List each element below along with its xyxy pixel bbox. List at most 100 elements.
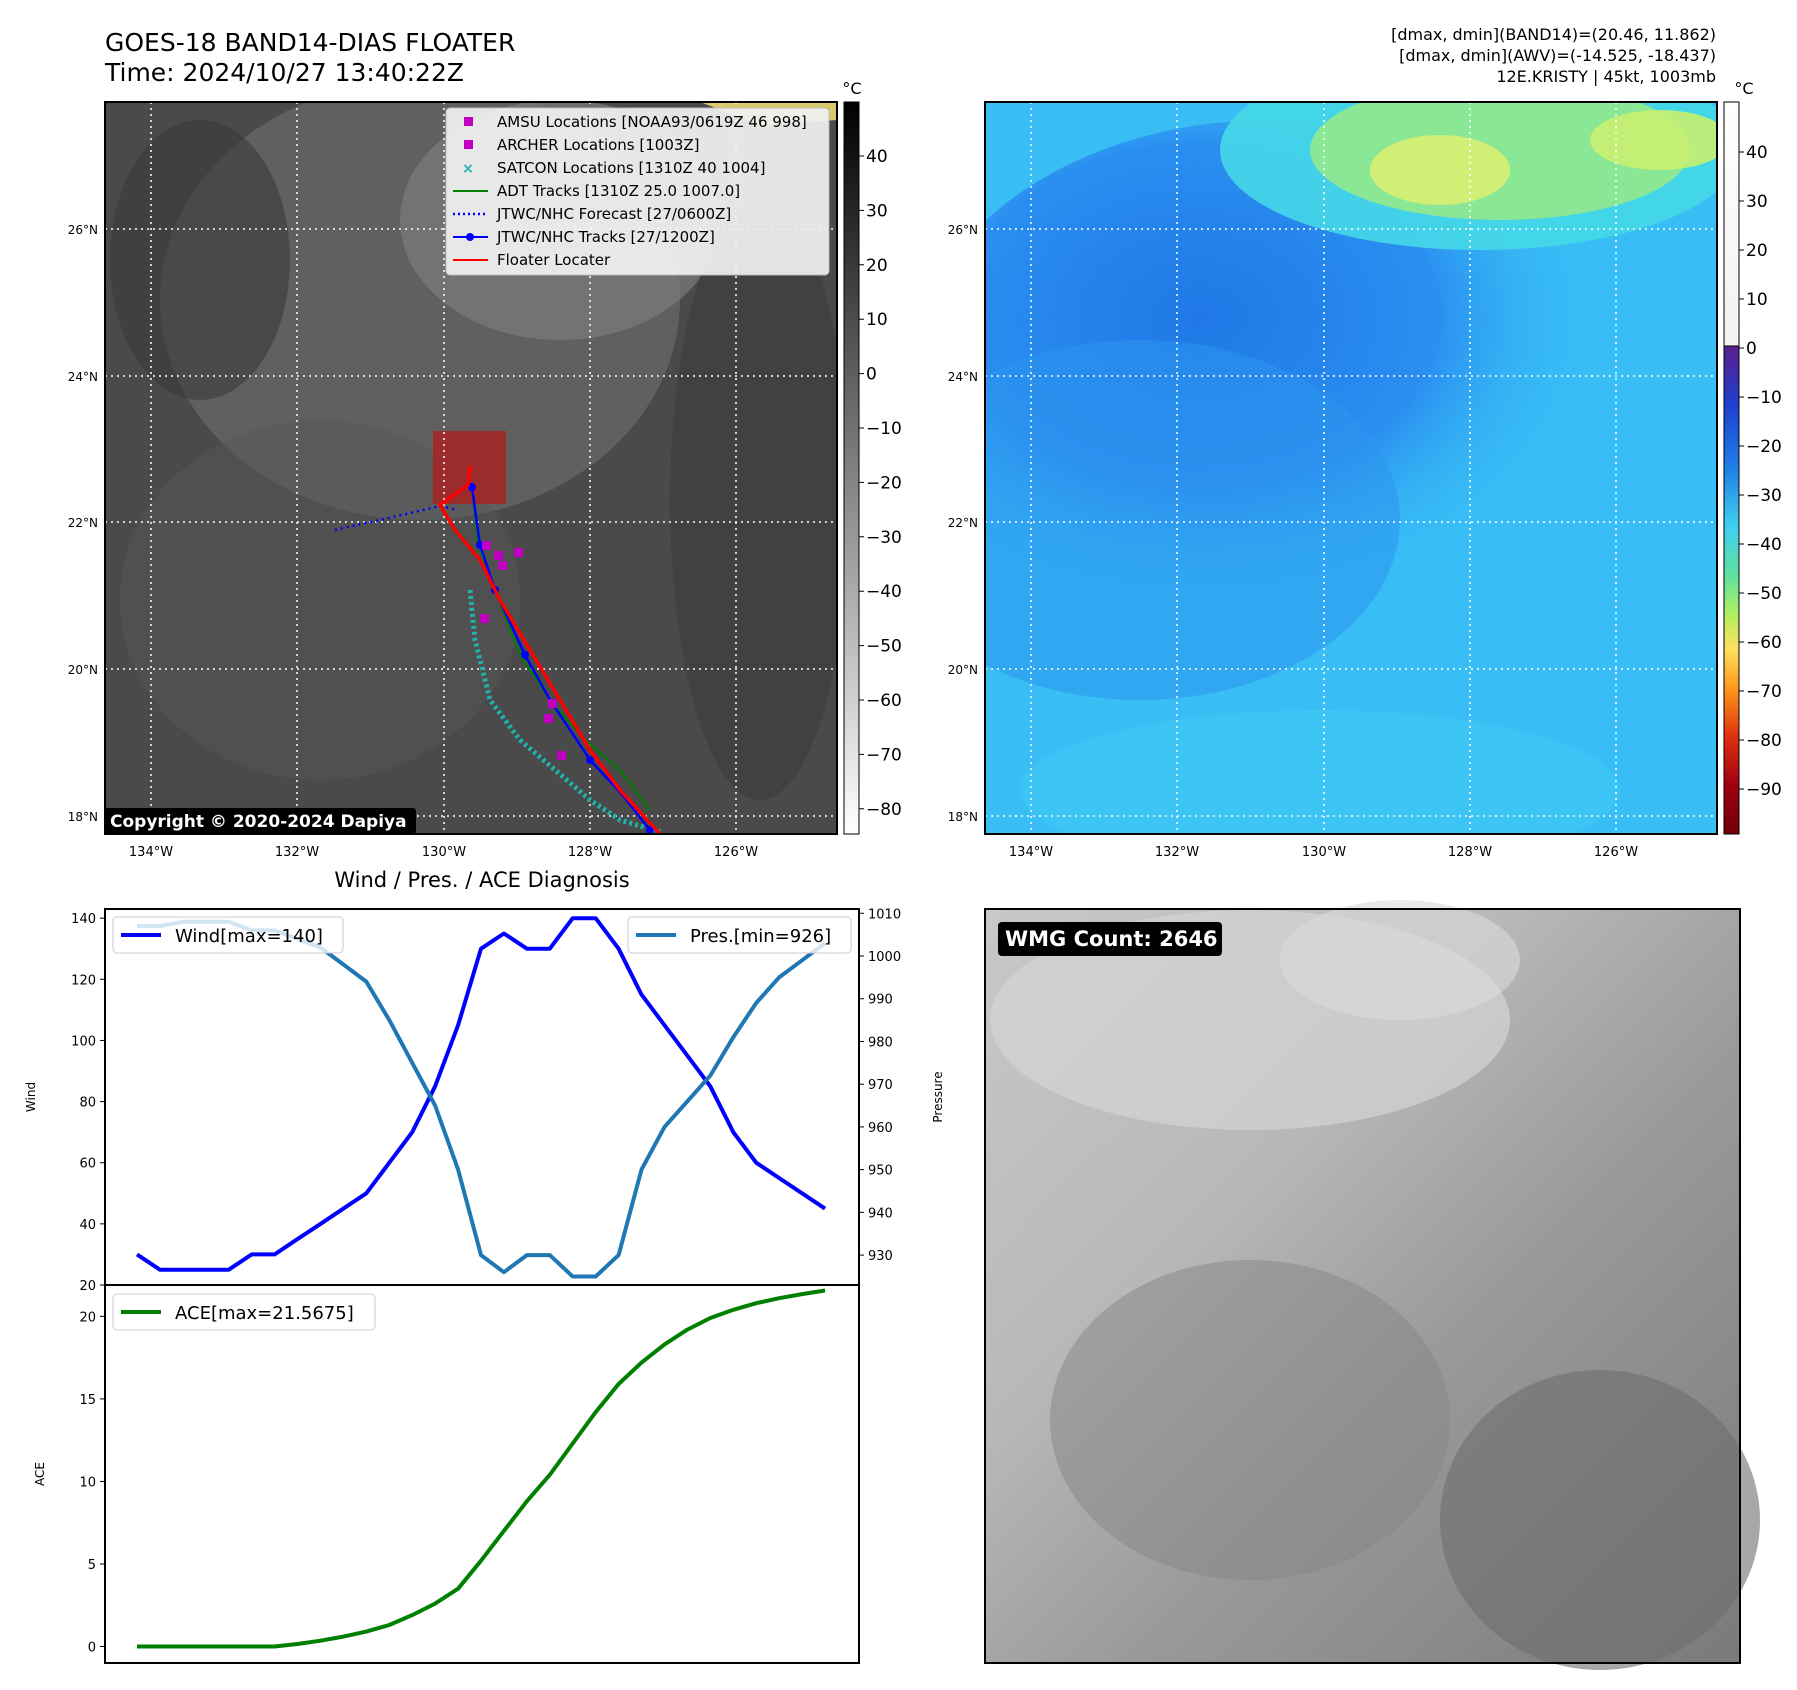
wv-colorbar-bottom bbox=[1723, 345, 1740, 835]
ir-clear-area bbox=[670, 200, 837, 800]
wind-plot-area bbox=[105, 909, 859, 1285]
ir-legend-label: Floater Locater bbox=[497, 251, 611, 269]
wmg-count-badge bbox=[998, 922, 1222, 956]
wind-ytick-label: 80 bbox=[79, 1096, 96, 1111]
wv-cb-tick-label: −40 bbox=[1746, 535, 1782, 555]
legend-square-icon bbox=[464, 117, 473, 126]
wv-moist-peak-2 bbox=[1590, 110, 1717, 170]
ir-tracks bbox=[334, 465, 662, 836]
wv-colorbar-unit: °C bbox=[1734, 79, 1753, 98]
wind-legend-box bbox=[112, 916, 344, 954]
wv-cb-tick-label: −10 bbox=[1746, 388, 1782, 408]
ir-legend-box bbox=[445, 107, 830, 276]
wv-cb-tick-label: 0 bbox=[1746, 339, 1757, 359]
wv-cb-tick-label: −90 bbox=[1746, 780, 1782, 800]
amsu-location bbox=[548, 699, 557, 708]
ace-legend-box bbox=[112, 1293, 376, 1331]
wv-frame bbox=[984, 101, 1718, 835]
jtwc-track-point bbox=[586, 756, 594, 764]
amsu-location bbox=[498, 561, 507, 570]
ir-cb-tick-label: −30 bbox=[866, 528, 902, 548]
ace-ytick-label: 10 bbox=[79, 1475, 96, 1490]
pressure-ytick-label: 980 bbox=[868, 1035, 893, 1050]
amsu-location bbox=[494, 551, 503, 560]
legend-dot-icon bbox=[466, 233, 474, 241]
lon-label: 130°W bbox=[422, 845, 466, 860]
wv-south-moist bbox=[1020, 710, 1620, 834]
ir-cb-tick-label: 10 bbox=[866, 310, 888, 330]
ir-legend-label: ADT Tracks [1310Z 25.0 1007.0] bbox=[497, 182, 740, 200]
lat-label: 18°N bbox=[948, 810, 978, 824]
wv-cb-tick-label: −20 bbox=[1746, 437, 1782, 457]
ace-ytick-label: 20 bbox=[79, 1310, 96, 1325]
wv-colorbar-ticks: 40 30 20 10 0 −10 −20 −30 −40 −50 −60 −70 −80 −90 bbox=[1739, 143, 1782, 800]
wv-gridlines: 18°N 20°N 22°N 24°N 26°N 134°W 132°W 130°W 128°W… bbox=[948, 102, 1717, 860]
ir-legend-item: JTWC/NHC Forecast [27/0600Z] bbox=[453, 205, 731, 223]
wind-line bbox=[135, 916, 827, 1272]
lon-label: 134°W bbox=[1009, 845, 1053, 860]
floater-track bbox=[437, 465, 662, 836]
amsu-location bbox=[514, 548, 523, 557]
legend-x-icon: × bbox=[462, 161, 474, 177]
wmg-mid-region bbox=[1050, 1260, 1450, 1580]
lon-label: 134°W bbox=[129, 845, 173, 860]
ir-cb-tick-label: −70 bbox=[866, 745, 902, 765]
wind-ytick-label: 60 bbox=[79, 1157, 96, 1172]
jtwc-track-point bbox=[521, 651, 529, 659]
ir-legend-label: ARCHER Locations [1003Z] bbox=[497, 136, 700, 154]
jtwc-track-point bbox=[468, 483, 476, 491]
wind-ytick-label: 40 bbox=[79, 1218, 96, 1233]
ir-dry-slot bbox=[110, 120, 290, 400]
storm-info: 12E.KRISTY | 45kt, 1003mb bbox=[1496, 67, 1716, 86]
lat-label: 18°N bbox=[68, 810, 98, 824]
copyright-badge bbox=[105, 808, 416, 834]
ace-panel: 0 5 10 15 20 ACE ACE[max=21.5675] bbox=[33, 1284, 860, 1664]
wv-dry-core bbox=[985, 340, 1400, 700]
ir-cb-tick-label: −60 bbox=[866, 691, 902, 711]
ir-legend-label: SATCON Locations [1310Z 40 1004] bbox=[497, 159, 765, 177]
ir-cb-tick-label: 20 bbox=[866, 256, 888, 276]
wv-cb-tick-label: −30 bbox=[1746, 486, 1782, 506]
lon-label: 132°W bbox=[275, 845, 319, 860]
ace-legend: ACE[max=21.5675] bbox=[112, 1293, 376, 1331]
ace-ylabel: ACE bbox=[33, 1462, 47, 1486]
wmg-panel: WMG Count: 2646 bbox=[984, 900, 1760, 1670]
lon-label: 132°W bbox=[1155, 845, 1199, 860]
lat-label: 20°N bbox=[948, 663, 978, 677]
lat-label: 24°N bbox=[68, 370, 98, 384]
ir-cb-tick-label: −50 bbox=[866, 637, 902, 657]
wv-cb-tick-label: −60 bbox=[1746, 633, 1782, 653]
lat-label: 20°N bbox=[68, 663, 98, 677]
lon-label: 126°W bbox=[1594, 845, 1638, 860]
stats-band14: [dmax, dmin](BAND14)=(20.46, 11.862) bbox=[1391, 25, 1716, 44]
wind-axes: 20 40 60 80 100 120 140 930 940 950 960 970 980 990 10… bbox=[71, 907, 901, 1294]
wv-colorbar-top bbox=[1723, 101, 1740, 347]
wind-legend-label: Wind[max=140] bbox=[175, 926, 323, 947]
wind-pressure-panel: 20 40 60 80 100 120 140 930 940 950 960 970 980 990 10… bbox=[24, 907, 945, 1294]
ir-colorbar-unit: °C bbox=[842, 79, 861, 98]
lat-label: 26°N bbox=[68, 223, 98, 237]
ir-legend-label: JTWC/NHC Tracks [27/1200Z] bbox=[496, 228, 715, 246]
pressure-ytick-label: 1010 bbox=[868, 907, 901, 922]
ir-cb-tick-label: −40 bbox=[866, 582, 902, 602]
diagnosis-title: Wind / Pres. / ACE Diagnosis bbox=[334, 868, 629, 892]
wv-cb-tick-label: 30 bbox=[1746, 192, 1768, 212]
pressure-ytick-label: 940 bbox=[868, 1206, 893, 1221]
satcon-track bbox=[467, 589, 661, 835]
ir-legend-item: × SATCON Locations [1310Z 40 1004] bbox=[462, 159, 765, 177]
wv-cb-tick-label: −50 bbox=[1746, 584, 1782, 604]
ace-axes: 0 5 10 15 20 bbox=[79, 1310, 105, 1655]
legend-square-icon bbox=[464, 140, 473, 149]
ir-legend-item: Floater Locater bbox=[453, 251, 611, 269]
amsu-location bbox=[557, 751, 566, 760]
ace-legend-label: ACE[max=21.5675] bbox=[175, 1303, 354, 1324]
wind-ytick-label: 140 bbox=[71, 912, 96, 927]
ir-legend-label: JTWC/NHC Forecast [27/0600Z] bbox=[496, 205, 731, 223]
pressure-ytick-label: 950 bbox=[868, 1164, 893, 1179]
wind-ytick-label: 120 bbox=[71, 973, 96, 988]
ir-legend-item: AMSU Locations [NOAA93/0619Z 46 998] bbox=[464, 113, 807, 131]
wind-ytick-label: 100 bbox=[71, 1034, 96, 1049]
figure-title: GOES-18 BAND14-DIAS FLOATER bbox=[105, 28, 515, 57]
adt-track bbox=[471, 486, 651, 811]
